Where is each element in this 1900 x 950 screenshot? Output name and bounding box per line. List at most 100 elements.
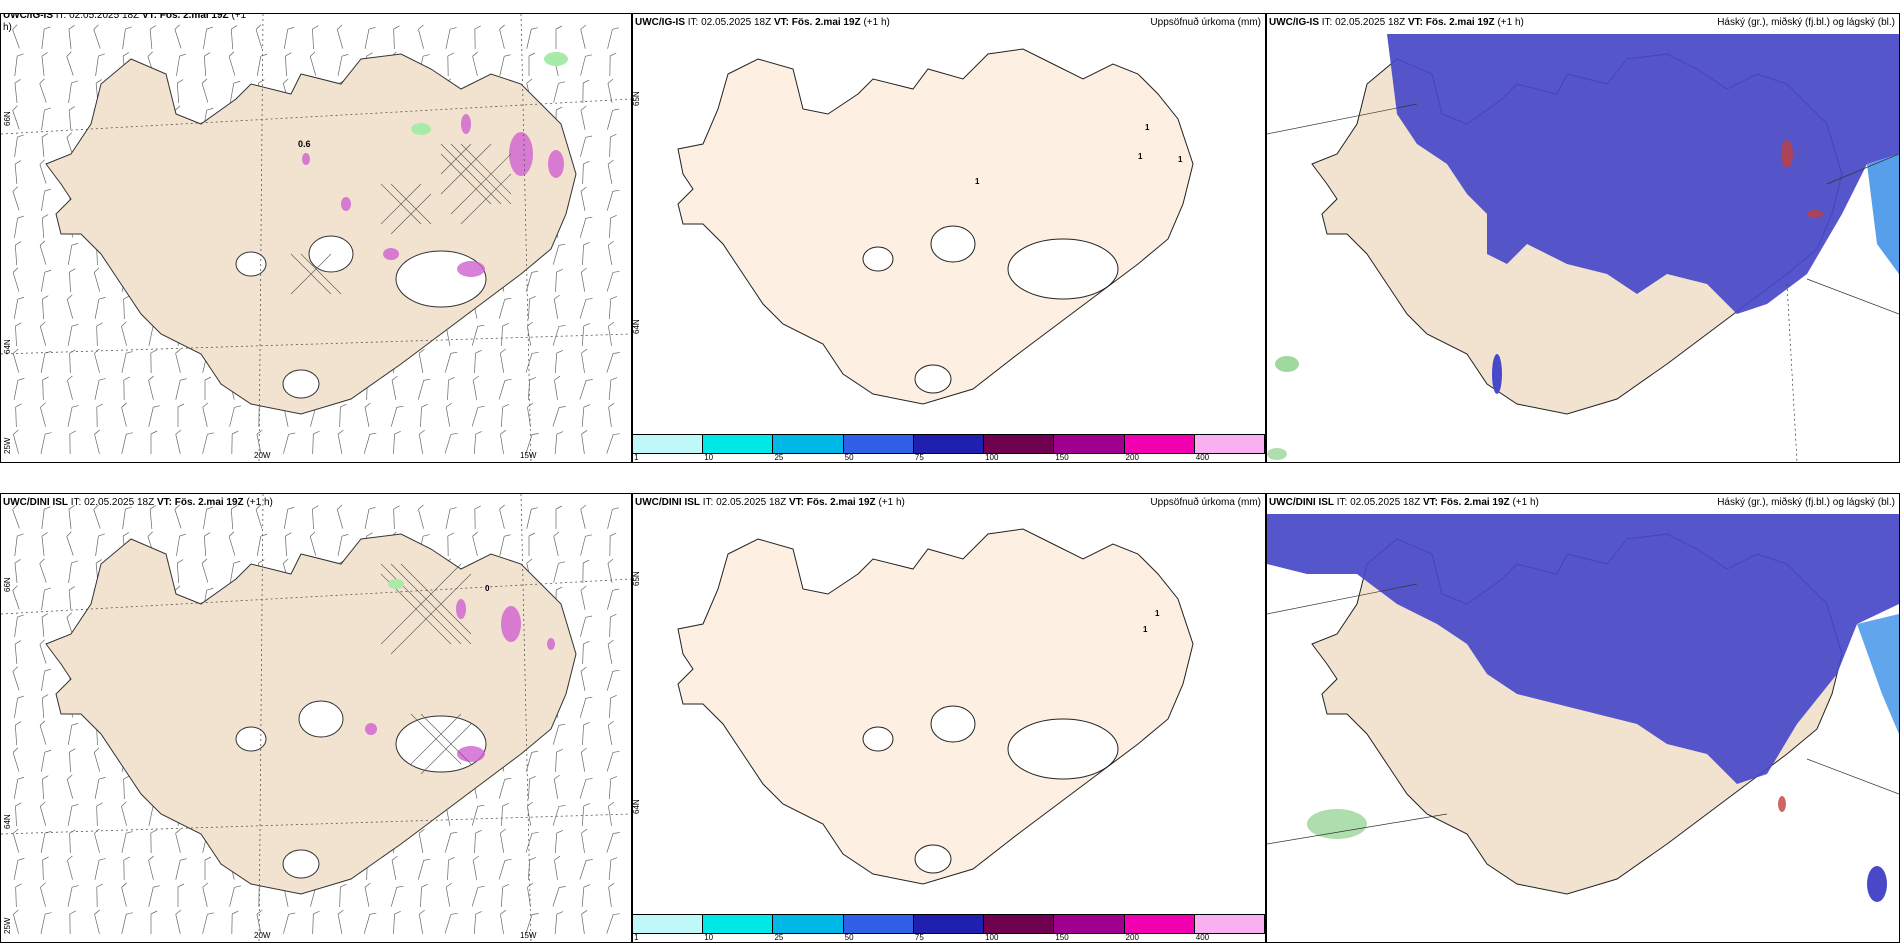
wind-barb bbox=[228, 51, 236, 76]
wind-barb bbox=[474, 505, 481, 530]
panel-header: UWC/IG-IS IT: 02.05.2025 18Z VT: Fös. 2.… bbox=[1269, 17, 1524, 28]
wind-barb bbox=[176, 559, 184, 584]
wind-barb bbox=[420, 404, 428, 428]
wind-barb bbox=[94, 378, 106, 400]
wind-barb bbox=[202, 912, 215, 934]
wind-barb bbox=[41, 133, 49, 157]
wind-barb bbox=[554, 431, 564, 454]
wind-barb bbox=[121, 351, 133, 373]
wind-barb bbox=[472, 855, 479, 880]
wind-barb bbox=[609, 695, 617, 719]
glacier-patch bbox=[862, 726, 894, 752]
wind-barb bbox=[121, 402, 127, 427]
wind-barb bbox=[580, 54, 593, 76]
wind-barb bbox=[68, 505, 75, 529]
wind-barb bbox=[581, 348, 588, 373]
wind-barb bbox=[554, 350, 564, 374]
wind-barb bbox=[40, 831, 52, 853]
colorbar-label: 150 bbox=[1055, 933, 1069, 942]
wind-barb bbox=[525, 750, 539, 772]
wind-barb bbox=[14, 559, 21, 583]
wind-barb bbox=[41, 26, 51, 49]
wind-barb bbox=[69, 910, 76, 935]
precip-colorbar bbox=[633, 914, 1265, 934]
wind-barb bbox=[582, 640, 590, 665]
wind-barb bbox=[203, 26, 214, 49]
wind-barb bbox=[580, 666, 587, 691]
wind-barb bbox=[14, 241, 22, 266]
wind-barb bbox=[42, 856, 49, 881]
wind-barb bbox=[607, 27, 620, 49]
wind-barb bbox=[39, 558, 47, 583]
panel-title: Háský (gr.), miðský (fj.bl.) og lágský (… bbox=[1717, 497, 1895, 508]
precip-point-label: 1 bbox=[975, 177, 980, 186]
wind-barb bbox=[471, 885, 485, 907]
precip-cell bbox=[383, 248, 399, 260]
wind-barb bbox=[606, 189, 620, 211]
wind-barb bbox=[580, 105, 587, 130]
wind-barb bbox=[67, 375, 73, 400]
lon-label: 20W bbox=[254, 931, 271, 940]
wind-barb bbox=[204, 856, 212, 880]
wind-barb bbox=[337, 534, 349, 556]
colorbar-label: 25 bbox=[774, 933, 784, 942]
colorbar-segment bbox=[984, 915, 1055, 933]
wind-barb bbox=[472, 531, 478, 556]
wind-barb bbox=[40, 882, 46, 907]
wind-barb bbox=[12, 504, 20, 529]
wind-barb bbox=[579, 297, 593, 319]
wind-barb bbox=[41, 587, 51, 610]
wind-barb bbox=[148, 375, 154, 400]
wind-barb bbox=[13, 429, 19, 454]
wind-barb bbox=[123, 295, 130, 320]
wind-barb bbox=[40, 269, 52, 292]
wind-barb bbox=[15, 802, 22, 827]
wind-barb bbox=[553, 81, 566, 103]
precip-red bbox=[1807, 210, 1823, 218]
wind-barb bbox=[229, 405, 242, 427]
wind-barb bbox=[67, 324, 79, 346]
wind-barb bbox=[580, 186, 587, 211]
wind-barb bbox=[41, 694, 49, 719]
graticule-line bbox=[1, 813, 631, 835]
wind-barb bbox=[364, 882, 371, 907]
precip-cell bbox=[341, 197, 351, 211]
wind-barb bbox=[499, 24, 505, 49]
wind-barb bbox=[201, 558, 209, 583]
glacier-patch bbox=[395, 250, 487, 308]
wind-barb bbox=[69, 349, 76, 374]
wind-barb bbox=[69, 268, 76, 293]
colorbar-segment bbox=[633, 435, 704, 453]
wind-barb bbox=[204, 376, 212, 400]
wind-barb bbox=[68, 106, 76, 130]
wind-barb bbox=[94, 429, 100, 454]
wind-barb bbox=[418, 828, 425, 853]
map-panel-bottom-wind: 0 UWC/DINI ISL IT: 02.05.2025 18Z VT: Fö… bbox=[0, 493, 632, 943]
wind-barb bbox=[14, 614, 24, 637]
wind-barb bbox=[445, 882, 452, 907]
wind-barb bbox=[606, 669, 620, 691]
wind-barb bbox=[608, 801, 615, 826]
wind-barb bbox=[420, 884, 428, 908]
panel-header: UWC/DINI ISL IT: 02.05.2025 18Z VT: Fös.… bbox=[1269, 497, 1539, 508]
wind-barb bbox=[393, 911, 401, 935]
wind-barb bbox=[94, 777, 106, 799]
wind-barb bbox=[579, 777, 593, 799]
wind-barb bbox=[555, 749, 563, 773]
wind-barb bbox=[444, 912, 458, 934]
wind-barb bbox=[607, 720, 614, 745]
wind-barb bbox=[337, 909, 344, 934]
glacier-patch bbox=[235, 726, 267, 752]
colorbar-label: 150 bbox=[1055, 453, 1069, 462]
wind-map-top: 0.6 bbox=[1, 14, 631, 462]
wind-barb bbox=[14, 79, 21, 103]
wind-barb bbox=[607, 558, 614, 583]
wind-barb bbox=[39, 159, 47, 184]
wind-barb bbox=[579, 216, 593, 238]
wind-barb bbox=[606, 270, 620, 292]
wind-barb bbox=[525, 913, 539, 934]
colorbar-segment bbox=[773, 915, 844, 933]
wind-barb bbox=[203, 52, 211, 77]
wind-barb bbox=[609, 215, 617, 239]
wind-barb bbox=[552, 804, 566, 826]
